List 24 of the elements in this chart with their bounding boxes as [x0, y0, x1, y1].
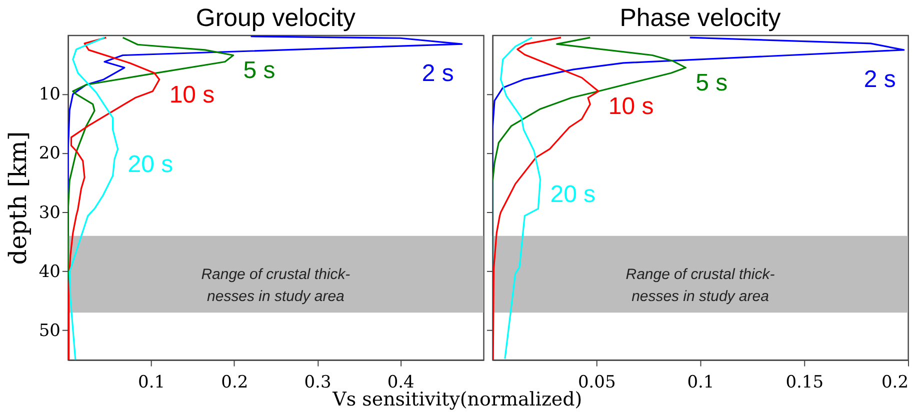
series-label: 10 s	[169, 81, 215, 108]
series-label: 20 s	[550, 181, 596, 208]
series-label: 10 s	[608, 93, 654, 120]
y-tick-label: 20	[38, 144, 60, 164]
y-tick-label: 50	[38, 320, 60, 341]
series-label: 5 s	[243, 57, 276, 84]
y-tick-label: 40	[38, 262, 60, 282]
x-tick-label: 0.1	[687, 372, 714, 392]
x-tick-label: 0.15	[786, 372, 824, 392]
chart-title: Phase velocity	[620, 4, 782, 32]
x-tick-label: 0.2	[221, 372, 248, 392]
series-label: 2 s	[864, 66, 896, 93]
x-tick-label: 0.1	[138, 372, 166, 392]
x-tick-label: 0.3	[304, 372, 332, 392]
y-axis-title: depth [km]	[4, 131, 32, 265]
x-tick-label: 0.2	[882, 372, 909, 392]
series-label: 5 s	[696, 70, 728, 97]
y-tick-label: 30	[38, 202, 60, 223]
series-label: 20 s	[128, 151, 174, 178]
chart-title: Group velocity	[196, 4, 356, 32]
band-label: Range of crustal thick- nesses in study area	[201, 266, 350, 306]
y-tick-label: 10	[38, 84, 60, 105]
band-label: Range of crustal thick- nesses in study area	[626, 266, 775, 306]
series-label: 2 s	[422, 60, 454, 87]
